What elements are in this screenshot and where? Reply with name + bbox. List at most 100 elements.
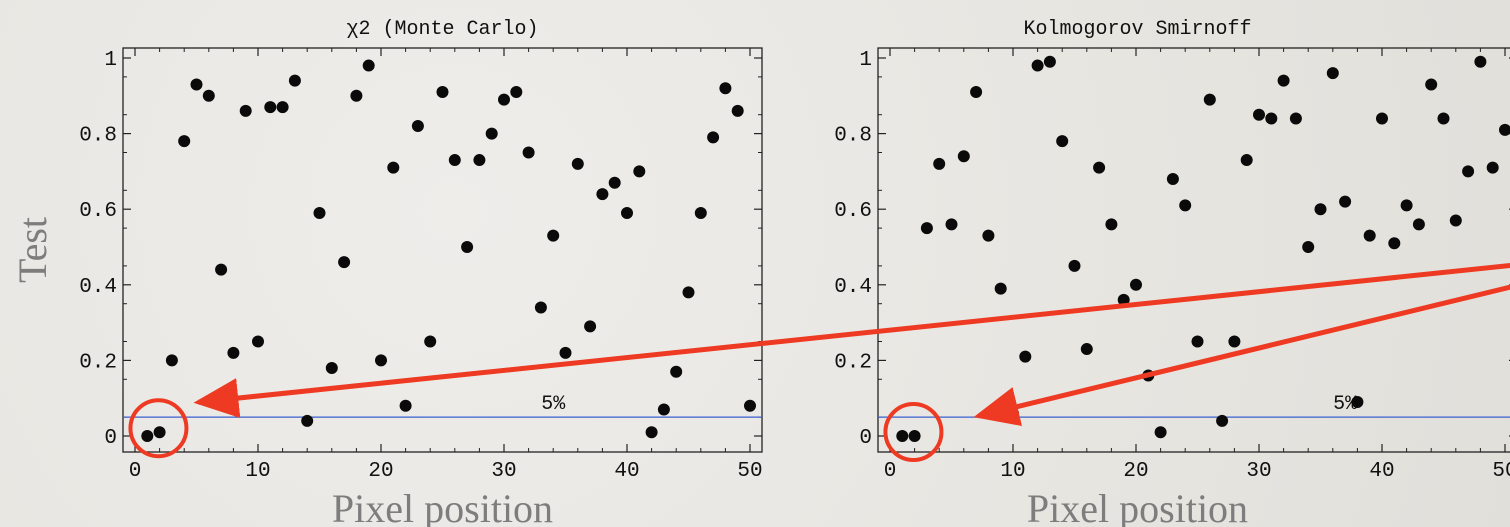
data-point [1400,199,1413,212]
data-point [252,335,264,348]
data-point [239,104,252,117]
data-point [584,320,597,333]
data-point [608,176,621,189]
data-point [510,86,523,99]
data-point [1277,74,1290,87]
data-point [945,218,958,231]
data-point [227,346,240,359]
data-point [461,241,474,253]
data-point [1449,214,1462,227]
data-point [301,414,314,427]
data-point [190,78,203,91]
data-point [1240,154,1253,167]
data-point [1043,55,1056,68]
data-point [1031,59,1044,72]
data-point [362,59,375,72]
x-tick-label: 0 [884,460,897,483]
data-point [436,86,449,99]
x-tick-label: 50 [737,460,762,483]
data-point [670,365,683,378]
data-point [1425,78,1438,91]
data-point [178,135,191,148]
data-point [1351,395,1364,408]
data-point [1376,112,1388,125]
data-point [485,127,498,140]
highlight-circle [128,398,189,459]
data-point [313,206,326,219]
data-point [559,346,572,359]
x-tick-label: 40 [1369,460,1394,483]
y-tick-label: 1 [859,49,872,72]
chi2-chart: χ2 (Monte Carlo)00.20.40.60.810 10 20 30 40 5… [10,18,763,527]
data-point [215,263,228,276]
x-tick-label: 30 [491,460,516,483]
data-point [1203,93,1216,106]
y-tick-label: 0.6 [79,200,117,223]
data-point [165,354,178,367]
plot-frame [122,47,763,453]
data-point [1105,218,1118,231]
data-point [1093,161,1106,174]
data-point [571,157,584,170]
data-point [1179,199,1192,212]
data-point [498,93,510,106]
plot-frame [877,47,1510,453]
data-point [908,430,921,442]
data-point [153,426,166,439]
y-axis-label: Test [10,217,55,283]
highlight-circle [883,402,944,462]
data-point [264,101,277,114]
data-point [1080,343,1093,356]
data-point [1056,135,1069,148]
data-point [633,165,646,178]
threshold-label: 5% [541,393,566,416]
data-point [424,335,437,348]
x-tick-label: 20 [368,460,393,483]
data-point [1462,165,1475,178]
y-tick-label: 0.6 [834,200,872,223]
y-tick-label: 0.8 [79,125,117,148]
data-point [1019,350,1032,363]
data-point [375,354,387,367]
data-point [1314,203,1327,216]
data-point [387,161,400,174]
y-tick-label: 0.4 [834,276,872,299]
data-point [1130,278,1142,291]
data-point [657,403,670,416]
x-tick-label: 10 [1000,460,1025,483]
data-point [621,206,633,219]
data-point [1388,237,1401,250]
data-point [920,222,933,235]
threshold-label: 5% [1333,393,1358,416]
data-point [982,229,995,242]
data-point [448,154,461,167]
x-tick-label: 50 [1492,460,1510,483]
y-tick-label: 0.2 [79,351,117,374]
data-point [399,399,412,412]
data-point [1474,55,1487,68]
x-tick-label: 30 [1246,460,1271,483]
data-point [473,154,486,167]
data-point [1486,161,1499,174]
data-point [731,104,744,117]
data-point [1289,112,1302,125]
x-tick-label: 10 [245,460,270,483]
data-point [1216,414,1229,427]
y-tick-label: 1 [104,49,117,72]
data-point [1228,335,1241,348]
data-point [744,399,756,412]
data-point [522,146,535,159]
data-point [1068,259,1081,272]
data-point [694,206,707,219]
data-point [141,430,154,442]
data-point [1265,112,1278,125]
y-tick-label: 0 [104,427,117,450]
data-point [276,101,289,114]
arrow-to-ks [973,284,1510,427]
data-point [957,150,970,163]
data-point [202,89,215,102]
data-point [1154,426,1167,439]
data-point [1339,195,1352,208]
data-point [645,426,658,439]
